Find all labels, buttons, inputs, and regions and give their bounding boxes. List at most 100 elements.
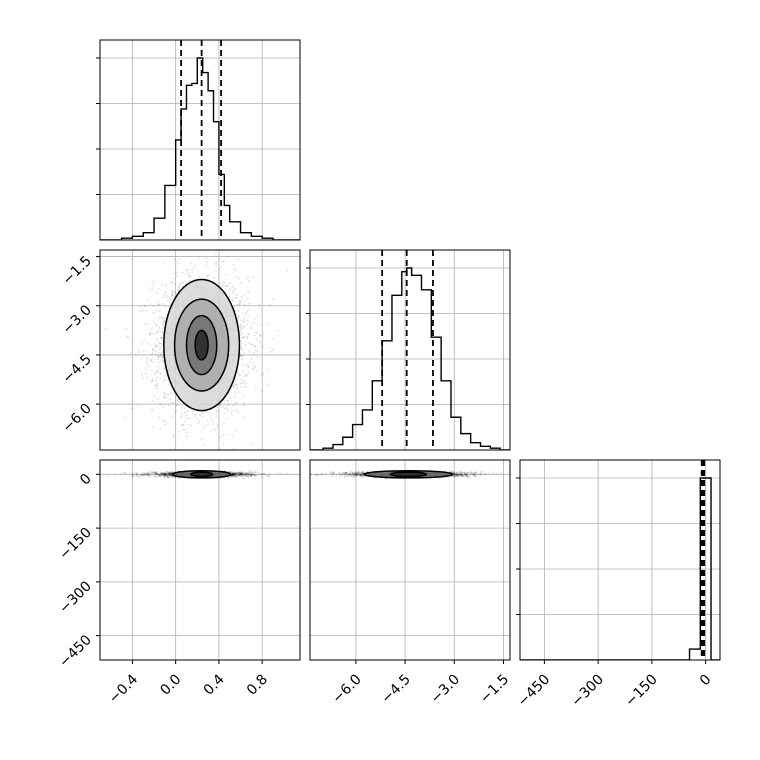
- scatter-point: [325, 473, 328, 475]
- scatter-point: [153, 475, 156, 478]
- scatter-point: [155, 471, 158, 474]
- scatter-point: [456, 474, 459, 477]
- scatter-point: [149, 470, 152, 473]
- scatter-point: [251, 472, 254, 475]
- scatter-point: [201, 415, 204, 418]
- scatter-point: [233, 475, 236, 478]
- scatter-point: [269, 347, 271, 349]
- scatter-point: [237, 277, 240, 280]
- scatter-point: [227, 476, 230, 479]
- scatter-point: [218, 268, 221, 271]
- scatter-point: [359, 471, 362, 474]
- scatter-point: [246, 320, 249, 322]
- scatter-point: [160, 472, 163, 475]
- scatter-point: [157, 303, 160, 306]
- scatter-point: [177, 286, 180, 289]
- grid: [310, 250, 510, 450]
- scatter-point: [229, 287, 232, 290]
- scatter-point: [355, 472, 358, 475]
- scatter-point: [150, 287, 153, 290]
- scatter-point: [234, 288, 237, 291]
- scatter-point: [246, 297, 249, 300]
- scatter-point: [465, 475, 468, 478]
- scatter-point: [473, 474, 476, 477]
- scatter-point: [242, 474, 245, 476]
- scatter-point: [236, 473, 239, 476]
- scatter-point: [161, 316, 163, 319]
- scatter-point: [181, 424, 184, 427]
- scatter-point: [184, 428, 187, 431]
- scatter-point: [155, 292, 158, 295]
- scatter-point: [262, 472, 265, 475]
- scatter-point: [261, 476, 264, 479]
- scatter-point: [169, 473, 172, 476]
- scatter-point: [357, 471, 360, 474]
- scatter-point: [232, 473, 235, 476]
- scatter-point: [240, 327, 242, 330]
- scatter-point: [249, 473, 252, 476]
- scatter-point: [239, 472, 242, 475]
- scatter-point: [170, 474, 172, 476]
- scatter-point: [180, 412, 183, 415]
- scatter-point: [124, 416, 127, 419]
- scatter-point: [162, 317, 165, 320]
- scatter-point: [243, 319, 246, 321]
- panel-frame: [519, 459, 721, 661]
- scatter-point: [250, 473, 253, 476]
- scatter-point: [215, 415, 218, 418]
- scatter-point: [157, 358, 160, 360]
- density-layer: [310, 468, 502, 480]
- scatter-point: [185, 414, 188, 417]
- scatter-point: [240, 295, 243, 298]
- scatter-point: [155, 337, 158, 340]
- scatter-point: [188, 279, 191, 282]
- scatter-point: [146, 474, 149, 477]
- scatter-point: [177, 289, 180, 292]
- scatter-point: [229, 470, 232, 473]
- scatter-point: [173, 393, 175, 396]
- scatter-point: [206, 274, 209, 277]
- scatter-point: [461, 474, 464, 477]
- scatter-point: [359, 474, 362, 477]
- scatter-point: [163, 293, 166, 296]
- scatter-point: [239, 473, 242, 475]
- scatter-point: [141, 471, 144, 474]
- scatter-point: [234, 408, 237, 411]
- scatter-point: [163, 474, 166, 476]
- scatter-point: [146, 472, 149, 475]
- scatter-point: [453, 474, 456, 477]
- scatter-point: [240, 328, 243, 331]
- histogram-2: [520, 477, 720, 660]
- scatter-point: [235, 401, 238, 404]
- scatter-point: [456, 473, 459, 476]
- scatter-point: [231, 473, 234, 476]
- scatter-point: [165, 475, 168, 478]
- scatter-point: [107, 475, 109, 478]
- scatter-point: [247, 333, 250, 336]
- scatter-point: [148, 333, 151, 336]
- scatter-point: [136, 473, 139, 476]
- scatter-point: [169, 472, 172, 475]
- scatter-point: [466, 474, 469, 477]
- scatter-point: [163, 472, 166, 475]
- scatter-point: [235, 297, 238, 300]
- scatter-point: [201, 412, 204, 414]
- scatter-point: [234, 297, 237, 299]
- scatter-point: [152, 426, 155, 428]
- scatter-point: [232, 291, 234, 294]
- scatter-point: [132, 474, 134, 477]
- scatter-point: [260, 473, 263, 476]
- scatter-panel-p1_vs_p0: [99, 249, 301, 451]
- scatter-point: [162, 369, 165, 371]
- scatter-point: [240, 473, 243, 476]
- scatter-point: [272, 349, 274, 351]
- scatter-point: [152, 283, 155, 286]
- scatter-point: [142, 309, 144, 312]
- scatter-point: [157, 370, 159, 373]
- scatter-point: [279, 472, 282, 475]
- scatter-point: [232, 472, 235, 474]
- scatter-point: [359, 473, 362, 476]
- scatter-point: [199, 414, 202, 417]
- scatter-point: [233, 263, 236, 266]
- scatter-point: [168, 473, 171, 475]
